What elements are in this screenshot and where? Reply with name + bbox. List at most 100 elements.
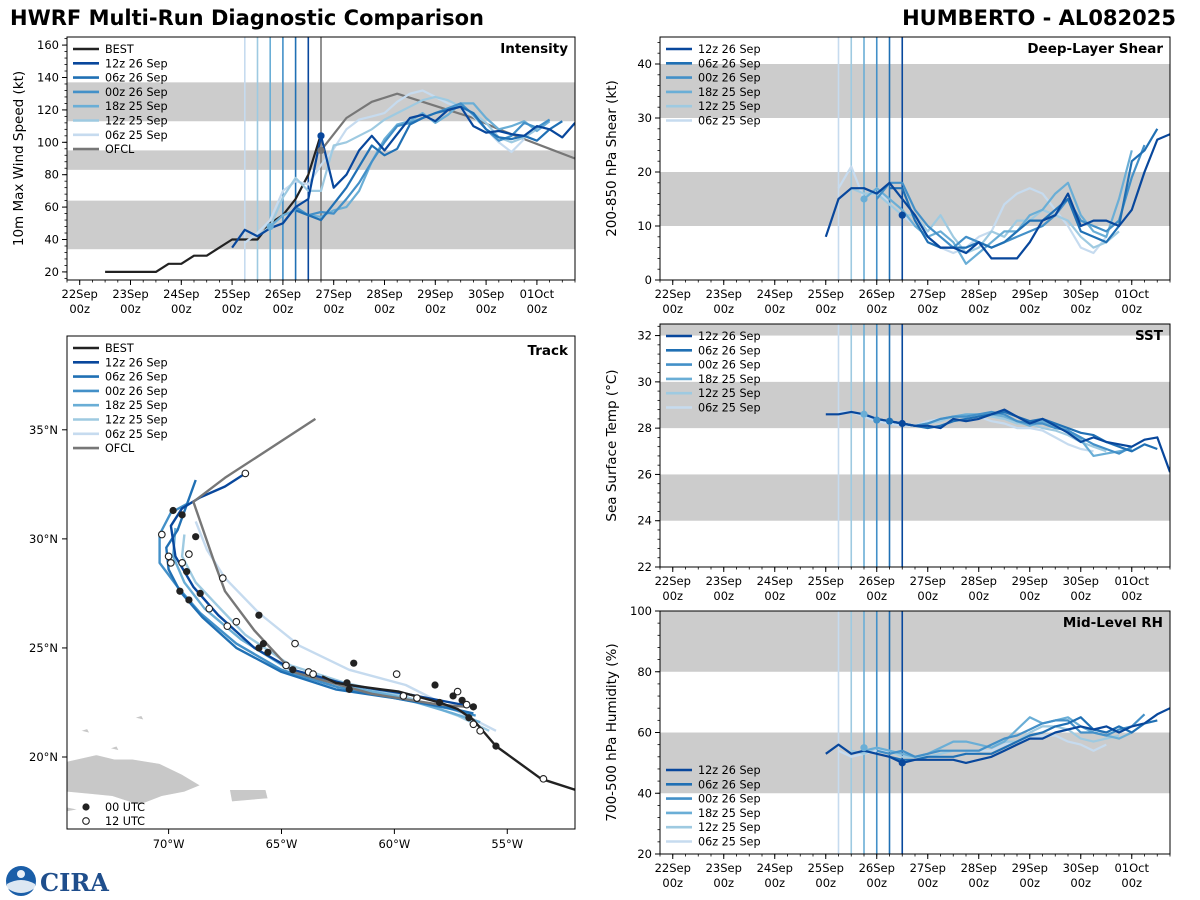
shear-xtick-hour-label-2: 00z xyxy=(764,302,785,316)
track-series-06z-25-sep xyxy=(194,520,497,732)
sst-legend-label-00z-26-sep: 00z 26 Sep xyxy=(698,359,761,372)
shear-xtick-hour-label-6: 00z xyxy=(968,302,989,316)
sst-ylabel: Sea Surface Temp (°C) xyxy=(604,369,620,521)
sst-xtick-hour-label-1: 00z xyxy=(713,589,734,603)
track-ofcl-line xyxy=(192,417,467,708)
rh-xtick-hour-label-5: 00z xyxy=(917,876,938,890)
land-island-2 xyxy=(67,806,79,812)
rh-xtick-hour-label-1: 00z xyxy=(713,876,734,890)
shear-ytick-label-30: 30 xyxy=(637,111,652,125)
shear-xtick-day-label-9: 01Oct xyxy=(1114,287,1149,301)
rh-ytick-label-20: 20 xyxy=(637,847,652,861)
track-point-12utc xyxy=(218,574,227,582)
sst-xtick-hour-label-7: 00z xyxy=(1019,589,1040,603)
rh-legend-label-00z-26-sep: 00z 26 Sep xyxy=(698,793,761,806)
intensity-legend-label-12z-25-sep: 12z 25 Sep xyxy=(105,115,168,128)
rh-xtick-day-label-1: 23Sep xyxy=(706,861,742,875)
intensity-xtick-hour-label-0: 00z xyxy=(69,302,90,316)
track-point-12utc xyxy=(164,552,173,561)
sst-marker-1 xyxy=(885,417,894,425)
shear-xtick-day-label-1: 23Sep xyxy=(706,287,742,301)
shear-series-06z-26-sep xyxy=(889,128,1159,249)
track-point-12utc xyxy=(205,604,214,613)
rh-xtick-hour-label-7: 00z xyxy=(1019,876,1040,890)
sst-ytick-label-22: 22 xyxy=(637,560,652,574)
rh-plot-area xyxy=(660,611,1170,854)
track-best-line xyxy=(321,675,575,791)
track-point-00utc xyxy=(289,666,297,674)
rh-ytick-label-40: 40 xyxy=(637,786,652,800)
sst-marker-3 xyxy=(860,410,868,418)
intensity-xtick-hour-label-4: 00z xyxy=(273,302,294,316)
track-point-00utc xyxy=(264,648,272,656)
track-legend-label-12utc: 12 UTC xyxy=(105,815,145,828)
track-lon-label-3: 55°W xyxy=(491,837,523,851)
track-legend-label-00z-26-sep: 00z 26 Sep xyxy=(105,385,168,398)
rh-xtick-hour-label-6: 00z xyxy=(968,876,989,890)
intensity-ytick-label-60: 60 xyxy=(44,200,59,214)
shear-xtick-hour-label-9: 00z xyxy=(1121,302,1142,316)
shear-plot-area xyxy=(660,37,1170,280)
track-lat-label-30: 30°N xyxy=(29,532,58,546)
rh-xtick-day-label-2: 24Sep xyxy=(757,861,793,875)
intensity-legend-label-06z-25-sep: 06z 25 Sep xyxy=(105,129,168,142)
rh-series-06z-25-sep xyxy=(838,734,1107,758)
rh-ytick-label-80: 80 xyxy=(637,665,652,679)
intensity-best-line xyxy=(105,133,323,273)
intensity-xtick-day-label-9: 01Oct xyxy=(520,287,555,301)
shear-xtick-day-label-0: 22Sep xyxy=(655,287,691,301)
cira-logo-text: CIRA xyxy=(40,868,109,897)
track-point-00utc xyxy=(176,587,184,595)
track-frame xyxy=(66,335,576,830)
sst-xtick-day-label-2: 24Sep xyxy=(757,574,793,588)
land-island-1 xyxy=(229,789,269,803)
rh-legend-label-06z-26-sep: 06z 26 Sep xyxy=(698,778,761,791)
shear-xtick-hour-label-0: 00z xyxy=(662,302,683,316)
rh-xtick-hour-label-0: 00z xyxy=(662,876,683,890)
sst-band-1 xyxy=(660,381,1170,429)
track-point-00utc xyxy=(178,511,186,519)
rh-xtick-day-label-9: 01Oct xyxy=(1114,861,1149,875)
track-legend-marker-12utc xyxy=(82,817,90,825)
shear-xtick-day-label-8: 30Sep xyxy=(1063,287,1099,301)
rh-marker-1 xyxy=(860,744,868,752)
track-point-00utc xyxy=(259,639,268,648)
rh-legend-label-12z-26-sep: 12z 26 Sep xyxy=(698,764,761,777)
track-point-12utc xyxy=(167,559,175,567)
intensity-ytick-label-80: 80 xyxy=(44,168,59,182)
track-point-12utc xyxy=(462,700,471,709)
track-point-00utc xyxy=(185,596,193,604)
sst-xtick-day-label-9: 01Oct xyxy=(1114,574,1149,588)
intensity-xtick-day-label-4: 26Sep xyxy=(265,287,301,301)
track-lon-label-1: 65°W xyxy=(266,837,298,851)
rh-xtick-hour-label-2: 00z xyxy=(764,876,785,890)
intensity-plot-area xyxy=(67,37,575,280)
shear-ylabel: 200-850 hPa Shear (kt) xyxy=(604,80,620,237)
track-point-12utc xyxy=(232,617,241,626)
intensity-marker-2 xyxy=(317,146,325,154)
intensity-xtick-hour-label-7: 00z xyxy=(425,302,446,316)
track-point-12utc xyxy=(223,622,232,630)
track-legend-label-ofcl: OFCL xyxy=(105,442,135,455)
panel-rh: 2040608010022Sep00z23Sep00z24Sep00z25Sep… xyxy=(604,604,1171,890)
noaa-bird-icon xyxy=(17,870,25,878)
track-legend-label-18z-25-sep: 18z 25 Sep xyxy=(105,399,168,412)
land-island-3 xyxy=(79,728,91,734)
intensity-series-18z-25-sep xyxy=(269,102,551,228)
sst-legend-label-06z-25-sep: 06z 25 Sep xyxy=(698,402,761,415)
rh-xtick-day-label-6: 28Sep xyxy=(961,861,997,875)
land-island-0 xyxy=(67,754,201,806)
rh-ytick-label-60: 60 xyxy=(637,726,652,740)
intensity-xtick-day-label-7: 29Sep xyxy=(417,287,453,301)
rh-xtick-day-label-5: 27Sep xyxy=(910,861,946,875)
sst-band-0 xyxy=(660,474,1170,521)
sst-xtick-hour-label-6: 00z xyxy=(968,589,989,603)
rh-band-1 xyxy=(660,611,1170,672)
intensity-series-12z-26-sep xyxy=(231,105,575,249)
page-title: HWRF Multi-Run Diagnostic Comparison xyxy=(10,6,485,30)
track-point-00utc xyxy=(345,685,353,693)
track-title: Track xyxy=(528,343,569,359)
rh-xtick-hour-label-4: 00z xyxy=(866,876,887,890)
sst-xtick-hour-label-2: 00z xyxy=(764,589,785,603)
intensity-legend-label-00z-26-sep: 00z 26 Sep xyxy=(105,86,168,99)
